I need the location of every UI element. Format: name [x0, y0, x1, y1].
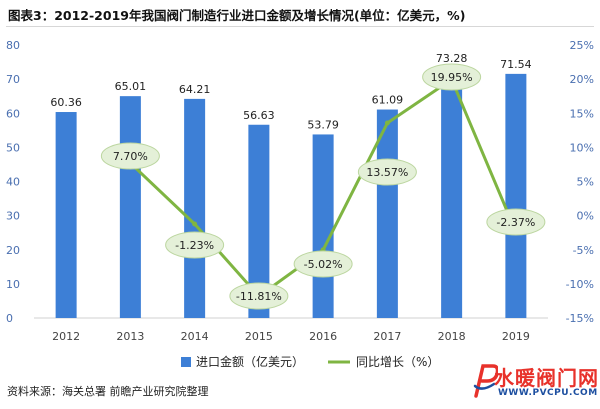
- y-right-tick-label: 15%: [570, 107, 594, 120]
- bar-value-label: 71.54: [500, 58, 532, 71]
- y-left-tick-label: 40: [6, 176, 20, 189]
- growth-label-bubble: [100, 142, 160, 170]
- growth-value-label: 13.57%: [366, 166, 408, 179]
- chart-title: 图表3：2012-2019年我国阀门制造行业进口金额及增长情况(单位：亿美元，%…: [8, 8, 466, 23]
- y-right-tick-label: -15%: [566, 312, 594, 325]
- growth-value-label: -5.02%: [304, 258, 343, 271]
- y-right-tick-label: 10%: [570, 141, 594, 154]
- x-tick-label: 2019: [502, 330, 530, 343]
- bar-2014: [184, 98, 206, 318]
- bar-2016: [312, 134, 334, 318]
- bar-value-label: 64.21: [179, 83, 211, 96]
- growth-point: [384, 120, 390, 126]
- growth-point: [192, 221, 198, 227]
- bar-2019: [505, 73, 527, 318]
- pv-logo-icon: [473, 364, 498, 398]
- bar-value-label: 61.09: [372, 94, 404, 107]
- legend-bar-label: 进口金额（亿美元）: [196, 354, 304, 369]
- growth-label-bubble: [486, 208, 546, 236]
- x-tick-label: 2013: [116, 330, 144, 343]
- growth-label-bubble: [165, 231, 225, 259]
- y-right-tick-label: 20%: [570, 73, 594, 86]
- legend-bar-swatch: [181, 357, 191, 367]
- y-left-tick-label: 20: [6, 244, 20, 257]
- bar-2015: [248, 124, 270, 318]
- x-tick-label: 2014: [181, 330, 209, 343]
- source-note: 资料来源：海关总署 前瞻产业研究院整理: [7, 385, 209, 398]
- y-left-tick-label: 60: [6, 107, 20, 120]
- legend-line-label: 同比增长（%）: [356, 355, 439, 369]
- y-right-tick-label: 25%: [570, 39, 594, 52]
- x-tick-label: 2017: [373, 330, 401, 343]
- title-divider: [6, 26, 594, 27]
- x-tick-label: 2018: [438, 330, 466, 343]
- y-left-tick-label: 30: [6, 210, 20, 223]
- growth-value-label: -11.81%: [236, 290, 282, 303]
- y-right-tick-label: 0%: [577, 210, 594, 223]
- growth-label-bubble: [293, 250, 353, 278]
- bar-value-label: 65.01: [115, 80, 147, 93]
- bar-value-label: 53.79: [307, 118, 339, 131]
- bar-2012: [55, 112, 77, 318]
- y-right-tick-label: 5%: [577, 176, 594, 189]
- growth-label-bubble: [422, 63, 482, 91]
- y-left-tick-label: 70: [6, 73, 20, 86]
- watermark-brand: 水暖阀门网: [494, 366, 599, 390]
- bar-value-label: 56.63: [243, 109, 275, 122]
- x-tick-label: 2012: [52, 330, 80, 343]
- y-left-tick-label: 0: [6, 312, 13, 325]
- bar-2013: [119, 96, 141, 318]
- watermark-url: WWW.PVCPU.COM: [498, 388, 598, 398]
- growth-label-bubble: [357, 158, 417, 186]
- watermark-logo: 水暖阀门网 WWW.PVCPU.COM: [472, 360, 599, 404]
- y-left-tick-label: 10: [6, 278, 20, 291]
- bar-value-label: 60.36: [50, 96, 82, 109]
- x-tick-label: 2016: [309, 330, 337, 343]
- y-left-tick-label: 50: [6, 141, 20, 154]
- bar-2018: [441, 67, 463, 318]
- growth-value-label: -2.37%: [496, 216, 535, 229]
- x-tick-label: 2015: [245, 330, 273, 343]
- bar-value-label: 73.28: [436, 52, 468, 65]
- y-left-tick-label: 80: [6, 39, 20, 52]
- growth-value-label: 19.95%: [431, 71, 473, 84]
- y-right-tick-label: -10%: [566, 278, 594, 291]
- y-right-tick-label: -5%: [573, 244, 594, 257]
- growth-value-label: 7.70%: [113, 150, 148, 163]
- growth-label-bubble: [229, 282, 289, 310]
- growth-value-label: -1.23%: [175, 239, 214, 252]
